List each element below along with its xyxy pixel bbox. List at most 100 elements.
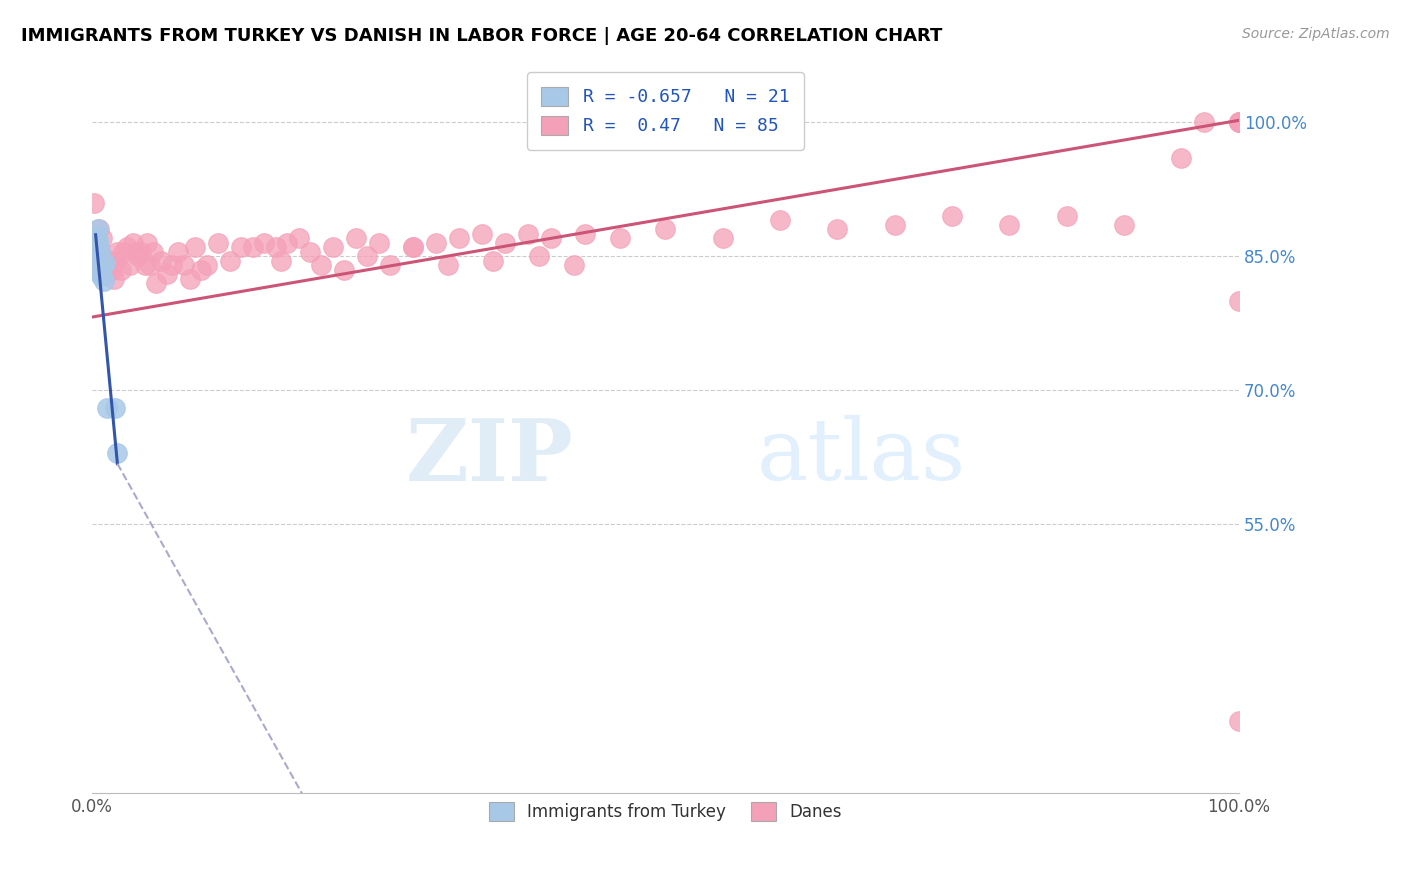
Point [1114,218,1136,232]
Point [107,244,129,259]
Point [104,253,127,268]
Point [87,222,110,236]
Point [89,244,111,259]
Point [90,268,112,283]
Text: IMMIGRANTS FROM TURKEY VS DANISH IN LABOR FORCE | AGE 20-64 CORRELATION CHART: IMMIGRANTS FROM TURKEY VS DANISH IN LABO… [21,27,942,45]
Point [84,231,107,245]
Point [436,258,458,272]
Point [402,240,425,254]
Point [142,244,165,259]
Point [276,235,298,250]
Point [122,235,145,250]
Point [87,251,110,265]
Point [482,253,505,268]
Point [112,244,135,259]
Point [516,227,538,241]
Point [242,240,264,254]
Point [83,195,105,210]
Point [883,218,905,232]
Point [1227,293,1250,308]
Point [173,258,195,272]
Point [1227,115,1250,129]
Point [231,240,253,254]
Point [449,231,471,245]
Point [90,258,112,272]
Point [87,242,110,256]
Point [84,234,107,248]
Point [827,222,849,236]
Point [125,244,148,259]
Point [574,227,596,241]
Point [1227,115,1250,129]
Point [1056,209,1078,223]
Text: ZIP: ZIP [406,415,574,499]
Point [253,235,276,250]
Point [103,271,125,285]
Text: Source: ZipAtlas.com: Source: ZipAtlas.com [1241,27,1389,41]
Point [711,231,734,245]
Point [167,244,190,259]
Point [471,227,494,241]
Point [654,222,676,236]
Point [134,258,156,272]
Point [98,253,121,268]
Point [118,258,141,272]
Point [1194,115,1216,129]
Point [110,262,132,277]
Point [299,244,322,259]
Point [207,235,229,250]
Point [87,244,110,259]
Point [190,262,212,277]
Point [94,256,117,270]
Point [87,222,110,236]
Point [131,244,153,259]
Point [87,233,110,247]
Point [87,240,110,254]
Legend: Immigrants from Turkey, Danes: Immigrants from Turkey, Danes [475,789,855,834]
Point [218,253,240,268]
Point [1170,151,1192,165]
Point [769,213,792,227]
Point [93,267,115,281]
Point [89,253,111,268]
Point [91,231,114,245]
Point [86,238,108,252]
Point [89,260,111,274]
Point [90,262,112,277]
Point [540,231,562,245]
Point [136,235,159,250]
Point [96,401,118,416]
Point [195,258,218,272]
Point [94,253,117,268]
Point [127,249,149,263]
Point [311,258,333,272]
Point [100,262,122,277]
Point [367,235,389,250]
Point [270,253,292,268]
Point [86,262,108,277]
Point [91,260,114,274]
Point [1227,115,1250,129]
Point [138,258,160,272]
Point [107,446,129,460]
Point [333,262,356,277]
Point [425,235,447,250]
Point [529,249,551,263]
Point [149,253,172,268]
Point [322,240,344,254]
Point [89,244,111,259]
Point [86,228,108,243]
Point [179,271,201,285]
Point [402,240,425,254]
Point [91,268,114,283]
Point [356,249,378,263]
Point [162,258,184,272]
Point [184,240,207,254]
Text: atlas: atlas [758,415,966,498]
Point [93,274,115,288]
Point [115,240,138,254]
Point [264,240,287,254]
Point [562,258,585,272]
Point [998,218,1021,232]
Point [156,267,179,281]
